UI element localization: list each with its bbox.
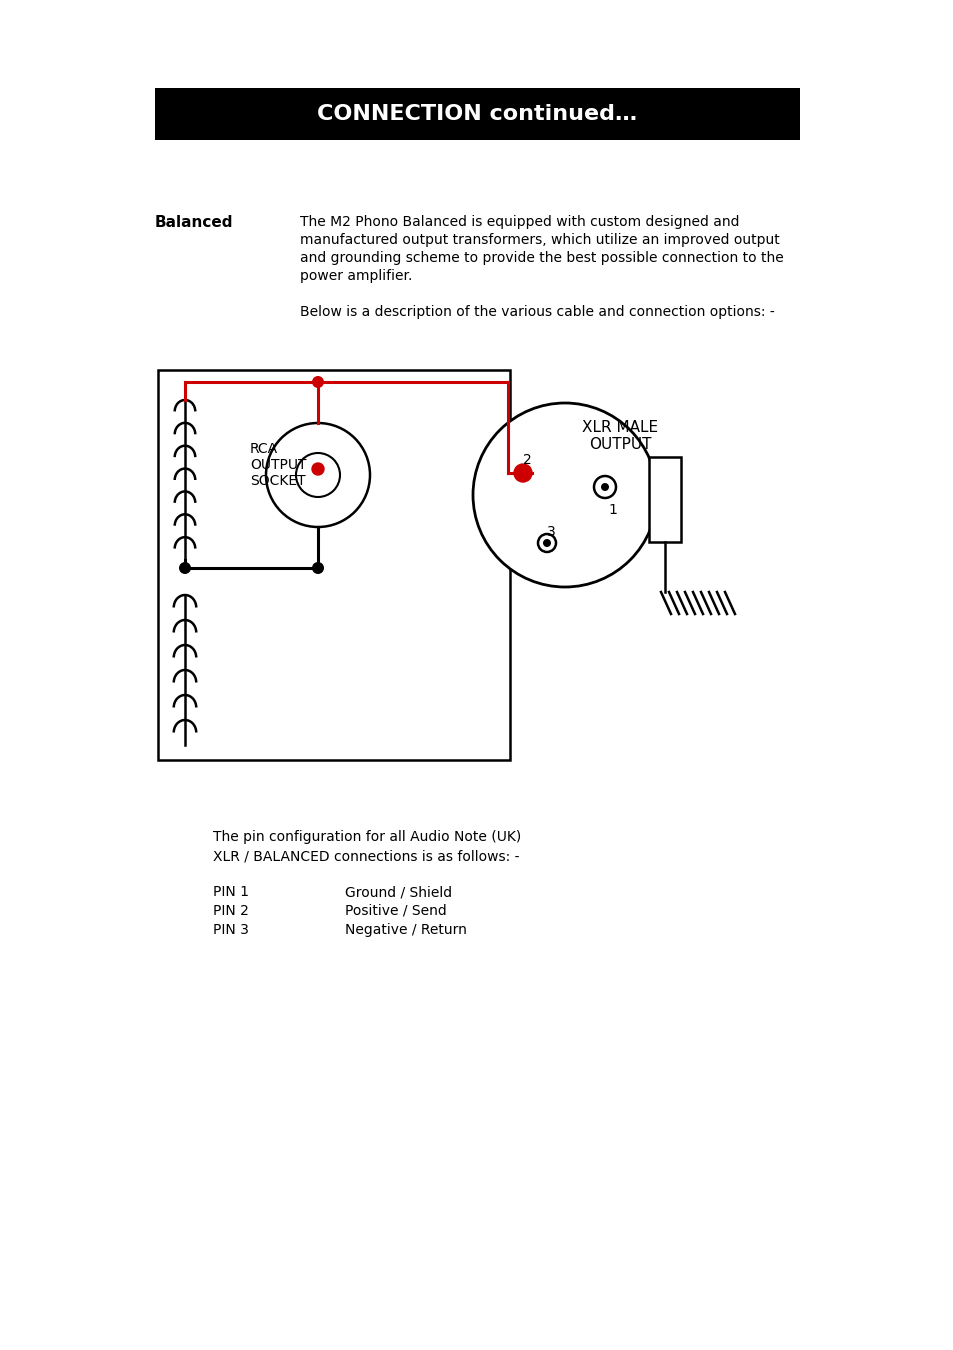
Text: XLR MALE
OUTPUT: XLR MALE OUTPUT	[581, 420, 658, 452]
Circle shape	[537, 535, 556, 552]
Bar	[648, 458, 680, 541]
Circle shape	[514, 464, 532, 482]
Circle shape	[295, 454, 339, 497]
Circle shape	[600, 483, 608, 491]
Text: PIN 2: PIN 2	[213, 904, 249, 918]
Text: Positive / Send: Positive / Send	[345, 904, 446, 918]
Text: RCA
OUTPUT
SOCKET: RCA OUTPUT SOCKET	[250, 441, 306, 489]
Text: Below is a description of the various cable and connection options: -: Below is a description of the various ca…	[299, 305, 774, 319]
Circle shape	[179, 562, 191, 574]
Text: 2: 2	[522, 454, 531, 467]
Text: Negative / Return: Negative / Return	[345, 923, 466, 937]
Text: and grounding scheme to provide the best possible connection to the: and grounding scheme to provide the best…	[299, 251, 783, 265]
Bar	[158, 370, 510, 760]
Circle shape	[312, 377, 324, 387]
Circle shape	[594, 477, 616, 498]
Text: Ground / Shield: Ground / Shield	[345, 886, 452, 899]
Circle shape	[312, 562, 324, 574]
Text: 1: 1	[607, 504, 617, 517]
Text: PIN 1: PIN 1	[213, 886, 249, 899]
Text: PIN 3: PIN 3	[213, 923, 249, 937]
Text: power amplifier.: power amplifier.	[299, 269, 412, 284]
Text: CONNECTION continued…: CONNECTION continued…	[316, 104, 637, 124]
Circle shape	[266, 423, 370, 526]
Text: 3: 3	[546, 525, 555, 539]
Text: XLR / BALANCED connections is as follows: -: XLR / BALANCED connections is as follows…	[213, 849, 519, 863]
Text: Balanced: Balanced	[154, 215, 233, 230]
Circle shape	[473, 404, 657, 587]
Text: manufactured output transformers, which utilize an improved output: manufactured output transformers, which …	[299, 234, 779, 247]
Bar	[154, 88, 800, 140]
Text: The M2 Phono Balanced is equipped with custom designed and: The M2 Phono Balanced is equipped with c…	[299, 215, 739, 230]
Circle shape	[542, 539, 551, 547]
Circle shape	[312, 463, 324, 475]
Text: The pin configuration for all Audio Note (UK): The pin configuration for all Audio Note…	[213, 830, 520, 844]
